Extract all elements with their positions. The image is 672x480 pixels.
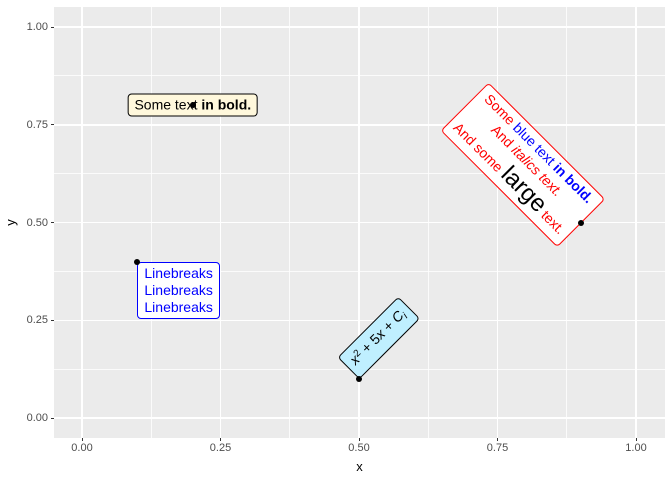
x-tick-label: 0.25 bbox=[209, 442, 232, 454]
richtext-line: Linebreaks bbox=[144, 282, 213, 299]
y-tick-label: 0.25 bbox=[26, 314, 48, 327]
richtext-segment: Some text bbox=[134, 96, 202, 113]
major-gridline-horizontal bbox=[54, 417, 665, 419]
y-tick-label: 0.00 bbox=[26, 412, 48, 424]
data-point bbox=[134, 258, 141, 265]
x-tick-label: 1.00 bbox=[625, 442, 647, 454]
x-tick-mark bbox=[81, 438, 83, 441]
x-axis-title: x bbox=[356, 459, 363, 474]
y-tick-label: 1.00 bbox=[26, 21, 48, 33]
richtext-box-formula: x2 + 5x + Ci bbox=[337, 296, 420, 379]
richtext-line: Linebreaks bbox=[144, 299, 213, 316]
data-point bbox=[577, 219, 584, 226]
y-tick-mark bbox=[51, 26, 54, 28]
y-tick-mark bbox=[51, 222, 54, 223]
y-tick-mark bbox=[51, 417, 54, 419]
richtext-segment: in bold. bbox=[201, 96, 252, 113]
richtext-line: Linebreaks bbox=[144, 265, 213, 282]
richtext-segment: text. bbox=[535, 203, 568, 237]
richtext-segment: Linebreaks bbox=[144, 264, 213, 281]
richtext-segment: Linebreaks bbox=[144, 281, 213, 298]
major-gridline-horizontal bbox=[54, 124, 665, 126]
y-tick-label: 0.50 bbox=[26, 216, 48, 229]
richtext-segment: Linebreaks bbox=[144, 298, 213, 315]
major-gridline-horizontal bbox=[54, 319, 665, 321]
richtext-box-linebreaks: Linebreaks Linebreaks Linebreaks bbox=[137, 261, 220, 319]
x-tick-mark bbox=[635, 438, 637, 441]
x-tick-mark bbox=[497, 438, 498, 441]
y-tick-mark bbox=[51, 319, 54, 321]
major-gridline-horizontal bbox=[54, 221, 665, 224]
y-tick-mark bbox=[51, 124, 54, 126]
data-point bbox=[356, 375, 362, 382]
x-tick-label: 0.00 bbox=[71, 442, 93, 454]
richtext-line: x2 + 5x + Ci bbox=[345, 304, 413, 372]
richtext-box-bold: Some text in bold. bbox=[127, 93, 259, 117]
data-point bbox=[189, 102, 196, 109]
y-tick-label: 0.75 bbox=[26, 118, 48, 131]
x-tick-mark bbox=[220, 438, 221, 441]
major-gridline-horizontal bbox=[54, 26, 665, 28]
plot-panel: Some text in bold. Linebreaks Linebreaks Li… bbox=[54, 7, 665, 438]
x-tick-label: 0.75 bbox=[486, 442, 509, 454]
x-tick-label: 0.50 bbox=[348, 442, 370, 454]
x-tick-mark bbox=[358, 438, 360, 441]
richtext-line: Some text in bold. bbox=[134, 97, 251, 114]
y-axis-title: y bbox=[2, 219, 18, 226]
